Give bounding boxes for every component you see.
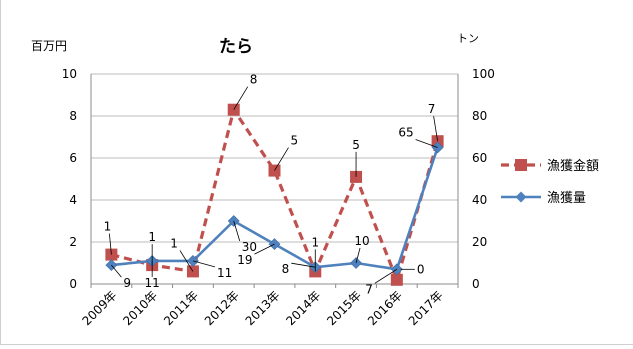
- data-label: 7: [365, 282, 373, 296]
- data-label: 7: [428, 102, 436, 116]
- right-axis-unit: トン: [457, 32, 479, 45]
- data-label: 8: [250, 73, 258, 87]
- left-axis-tick-label: 0: [69, 277, 77, 291]
- data-label-leader: [433, 116, 439, 142]
- right-axis-tick-label: 100: [472, 67, 495, 81]
- data-label: 1: [148, 230, 156, 244]
- data-label: 1: [311, 235, 319, 249]
- data-label-leader: [233, 220, 241, 242]
- data-label: 1: [104, 220, 112, 234]
- chart-title: たら: [219, 37, 253, 57]
- x-axis-category-label: 2013年: [243, 288, 283, 328]
- x-axis-category-label: 2009年: [80, 288, 120, 328]
- data-label-leader: [291, 262, 316, 268]
- data-label-extra: 0: [417, 262, 425, 276]
- right-axis-tick-label: 80: [472, 109, 487, 123]
- data-label-leader: [192, 260, 216, 268]
- data-point-square: [390, 273, 403, 286]
- left-axis-unit: 百万円: [31, 39, 67, 53]
- data-label: 10: [354, 234, 369, 248]
- data-label-leader: [111, 264, 122, 278]
- x-axis-category-label: 2012年: [202, 288, 242, 328]
- legend-marker-square: [515, 159, 527, 171]
- left-axis-tick-label: 10: [62, 67, 77, 81]
- right-axis-tick-label: 0: [472, 277, 480, 291]
- left-axis-tick-label: 2: [69, 235, 77, 249]
- x-axis-category-label: 2017年: [406, 288, 446, 328]
- data-label-leader: [415, 139, 438, 148]
- data-label: 1: [170, 236, 178, 250]
- left-axis-tick-label: 6: [69, 151, 77, 165]
- right-axis-tick-label: 40: [472, 193, 487, 207]
- legend-label: 漁獲金額: [547, 158, 599, 174]
- data-label: 5: [291, 134, 299, 148]
- right-axis-tick-label: 60: [472, 151, 487, 165]
- x-axis-category-label: 2014年: [283, 288, 323, 328]
- left-axis-tick-label: 4: [69, 193, 77, 207]
- data-label-leader: [233, 86, 249, 110]
- data-label-leader: [254, 243, 275, 255]
- data-label-leader: [374, 268, 398, 284]
- x-axis-category-label: 2011年: [161, 288, 201, 328]
- data-label: 11: [145, 276, 160, 290]
- data-label: 5: [352, 138, 360, 152]
- data-label: 30: [242, 240, 257, 254]
- x-axis-category-label: 2010年: [120, 288, 160, 328]
- data-label: 11: [217, 266, 232, 280]
- right-axis-tick-label: 20: [472, 235, 487, 249]
- data-label: 19: [237, 253, 252, 267]
- data-label-leader: [179, 250, 194, 272]
- left-axis-tick-label: 8: [69, 109, 77, 123]
- data-label-leader: [274, 147, 289, 171]
- data-label: 65: [398, 126, 413, 140]
- x-axis-category-label: 2015年: [324, 288, 364, 328]
- data-label: 9: [123, 276, 131, 290]
- data-label: 8: [282, 262, 290, 276]
- legend-label: 漁獲量: [547, 191, 586, 206]
- legend-marker-diamond: [515, 191, 527, 203]
- data-label-leader: [355, 247, 361, 264]
- data-label-leader: [108, 233, 112, 255]
- series-line-1: [110, 108, 440, 282]
